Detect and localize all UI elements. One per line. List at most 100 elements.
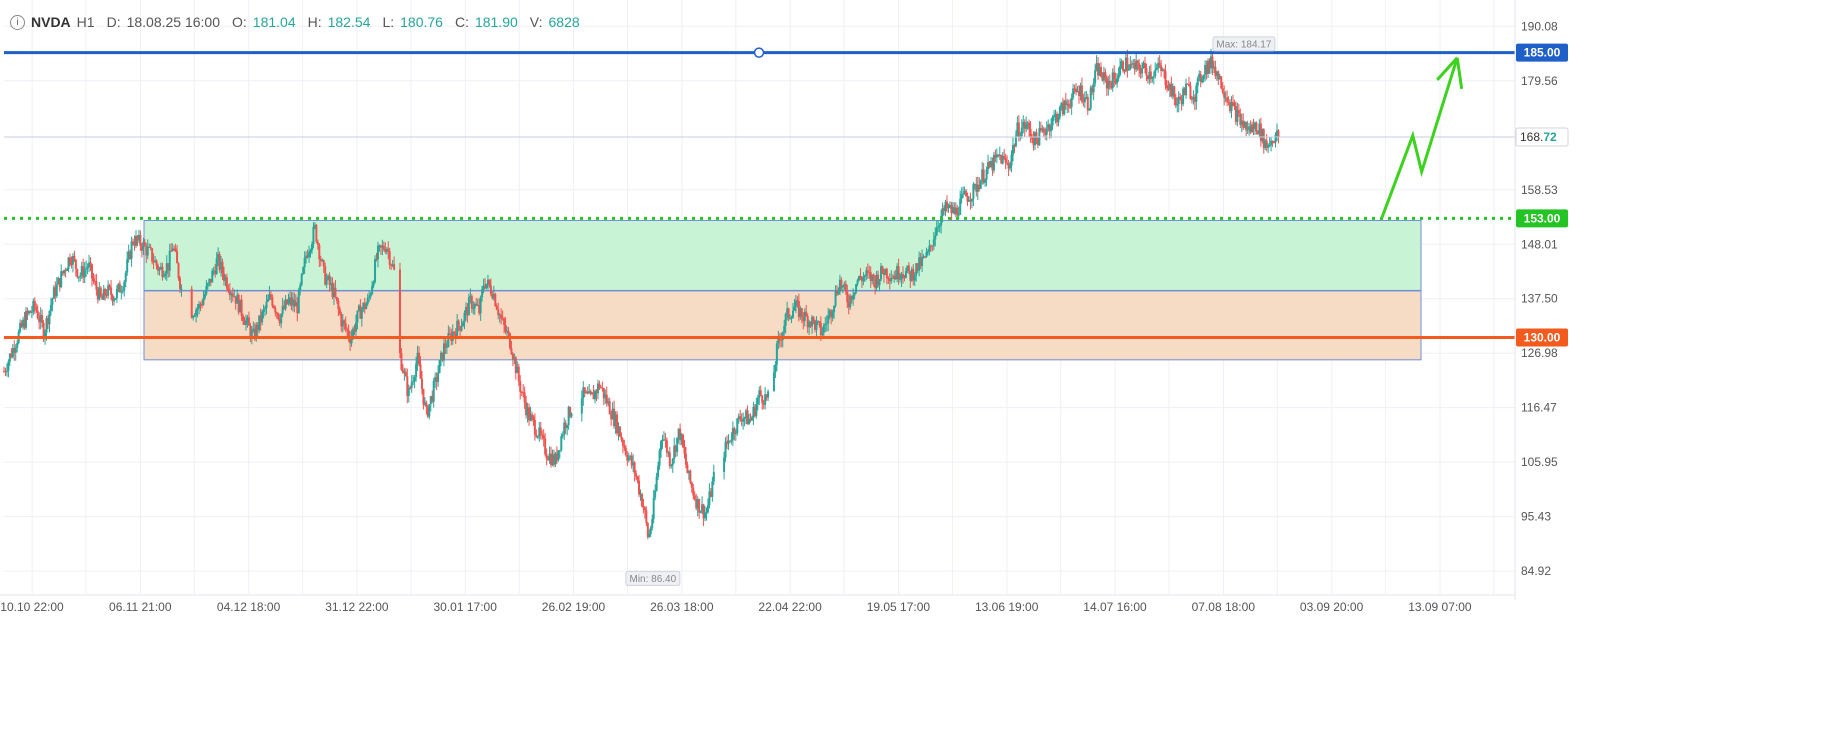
candle-body	[869, 272, 872, 281]
candle-body	[95, 281, 98, 290]
candle-body	[281, 305, 284, 314]
candle-body	[563, 422, 566, 435]
candle-body	[896, 266, 899, 280]
candle-body	[699, 511, 702, 513]
candle-body	[1083, 97, 1086, 103]
candle-body	[305, 255, 308, 259]
candle-body	[23, 319, 26, 328]
projection-arrow[interactable]	[1380, 56, 1464, 219]
candle-body	[71, 255, 74, 265]
horizontal-levels[interactable]: 185.00 153.00 130.00 168.72	[4, 43, 1569, 347]
candle-body	[790, 317, 793, 319]
candle-body	[1209, 56, 1212, 69]
candle-body	[164, 273, 167, 276]
candle-body	[984, 179, 987, 183]
candle-body	[960, 194, 963, 199]
candle-body	[42, 322, 45, 340]
candle-body	[120, 291, 123, 293]
candle-body	[918, 257, 921, 271]
candle-body	[269, 294, 272, 298]
candle-body	[1170, 83, 1173, 97]
candle-body	[22, 319, 25, 327]
candle-body	[560, 436, 563, 451]
candle-body	[555, 453, 558, 461]
candle-body	[400, 353, 403, 370]
candle-body	[379, 245, 382, 248]
candle-body	[740, 419, 743, 422]
candle-body	[224, 277, 227, 281]
candle-body	[1271, 140, 1274, 143]
candle-body	[20, 322, 23, 327]
candle-body	[907, 265, 910, 271]
candle-body	[878, 279, 881, 286]
candlestick-series	[3, 49, 1280, 540]
candle-body	[79, 275, 82, 277]
candle-body	[161, 266, 164, 277]
candle-body	[440, 352, 443, 361]
x-tick-label: 10.10 22:00	[0, 600, 64, 614]
candle-body	[318, 244, 321, 260]
candle-body	[271, 297, 274, 306]
candle-body	[937, 226, 940, 228]
candle-body	[940, 216, 943, 226]
candle-body	[504, 325, 507, 332]
candle-body	[331, 283, 334, 297]
candle-body	[1243, 122, 1246, 128]
candle-body	[419, 364, 422, 379]
candle-body	[1249, 126, 1252, 133]
candle-body	[745, 410, 748, 418]
candle-body	[1171, 86, 1174, 97]
candle-body	[287, 299, 290, 304]
candle-body	[104, 289, 107, 296]
candle-body	[1110, 83, 1113, 89]
candle-body	[1255, 122, 1258, 132]
y-tick-label: 84.92	[1521, 564, 1551, 578]
candle-body	[1252, 124, 1255, 130]
candle-body	[268, 294, 271, 300]
candle-body	[114, 298, 117, 300]
candle-body	[133, 242, 136, 246]
info-icon[interactable]: i	[10, 14, 25, 30]
volume-label: V:	[529, 14, 543, 30]
candle-body	[1214, 66, 1217, 77]
symbol-name: NVDA	[31, 14, 71, 30]
y-tick-label: 116.47	[1521, 401, 1557, 415]
candle-body	[67, 257, 70, 270]
candle-body	[1177, 96, 1180, 105]
candle-body	[959, 198, 962, 215]
min-marker-label: Min: 86.40	[629, 574, 676, 585]
candle-body	[1205, 65, 1208, 74]
candle-body	[941, 207, 944, 217]
candle-body	[110, 287, 113, 296]
candle-body	[1270, 140, 1273, 145]
candle-body	[362, 303, 365, 310]
max-marker	[1212, 36, 1276, 52]
level-price-tag	[1516, 209, 1568, 228]
candle-body	[1060, 103, 1063, 108]
candle-body	[155, 260, 158, 266]
candle-body	[299, 284, 302, 290]
candle-body	[799, 308, 802, 318]
x-tick-label: 03.09 20:00	[1300, 600, 1364, 614]
candle-body	[884, 268, 887, 276]
candle-body	[277, 313, 280, 320]
candle-body	[173, 248, 176, 250]
candle-body	[1207, 60, 1210, 74]
candle-body	[1113, 72, 1116, 79]
candle-body	[129, 251, 132, 259]
candle-body	[296, 302, 299, 314]
candle-body	[196, 308, 199, 310]
candle-body	[482, 285, 485, 290]
candle-body	[514, 357, 517, 374]
candle-body	[265, 301, 268, 309]
candle-body	[365, 304, 368, 310]
candle-body	[1047, 124, 1050, 129]
candle-body	[36, 310, 39, 319]
candle-body	[998, 154, 1001, 156]
candle-body	[991, 161, 994, 171]
candle-body	[919, 257, 922, 267]
candle-body	[943, 207, 946, 212]
candle-body	[1105, 77, 1108, 89]
candle-body	[642, 506, 645, 508]
